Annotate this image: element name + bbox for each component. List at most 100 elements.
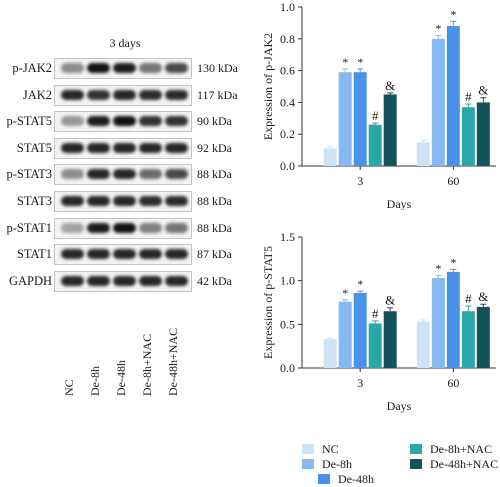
bar <box>431 278 445 368</box>
bar <box>383 311 397 368</box>
blot-band <box>113 142 136 153</box>
molecular-weight-label: 88 kDa <box>197 167 232 182</box>
blot-band <box>139 275 162 286</box>
y-tick-label: 0.0 <box>280 159 295 173</box>
bar <box>338 301 352 368</box>
blot-band <box>165 116 188 127</box>
blot-band <box>113 222 136 233</box>
x-axis-label: Days <box>387 399 412 413</box>
blot-title: 3 days <box>109 36 141 50</box>
x-tick-label: 3 <box>357 376 363 390</box>
blot-band <box>61 63 84 73</box>
legend-swatch <box>318 474 330 484</box>
legend-label: De-8h <box>322 457 352 471</box>
blot-band <box>139 169 162 180</box>
blot-band <box>113 196 136 206</box>
blot-band <box>165 89 188 100</box>
bar <box>446 271 460 368</box>
blot-strip <box>54 137 192 159</box>
y-tick-label: 1.5 <box>280 230 295 244</box>
blot-band <box>139 142 162 153</box>
significance-mark: * <box>435 261 441 275</box>
x-tick-label: 60 <box>447 376 459 390</box>
protein-label: GAPDH <box>8 273 52 288</box>
bar <box>461 311 475 368</box>
y-tick-label: 0.0 <box>280 361 295 375</box>
bar <box>416 321 430 368</box>
bar <box>476 306 490 368</box>
molecular-weight-label: 42 kDa <box>197 273 232 288</box>
protein-label: p-JAK2 <box>12 61 52 75</box>
y-tick-label: 0.5 <box>280 317 295 331</box>
significance-mark: # <box>465 291 472 306</box>
protein-label: p-STAT1 <box>6 220 52 235</box>
blot-strip <box>54 58 192 79</box>
bar <box>353 292 367 368</box>
protein-label: p-STAT5 <box>6 114 52 129</box>
y-tick-label: 0.6 <box>280 64 295 78</box>
blot-band <box>113 89 136 100</box>
protein-label: STAT5 <box>16 140 52 155</box>
bar <box>476 102 490 166</box>
significance-mark: * <box>450 7 456 21</box>
blot-band <box>87 222 110 233</box>
x-tick-label: 60 <box>447 174 459 188</box>
molecular-weight-label: 90 kDa <box>197 114 232 129</box>
blot-band <box>165 169 188 180</box>
significance-mark: & <box>385 78 395 93</box>
blot-strip <box>54 84 192 106</box>
legend-swatch <box>410 459 422 469</box>
legend-label: De-48h <box>338 472 374 486</box>
molecular-weight-label: 117 kDa <box>197 87 238 102</box>
chart-legend: NC De-8h De-48h De-8h+NAC De-48h+NAC <box>302 440 500 487</box>
blot-strip <box>54 217 192 239</box>
legend-label: De-48h+NAC <box>430 457 499 471</box>
blot-strip <box>54 111 192 133</box>
molecular-weight-label: 130 kDa <box>197 61 238 75</box>
bar <box>446 26 460 166</box>
significance-mark: * <box>435 22 441 36</box>
x-axis-label: Days <box>387 197 412 210</box>
bar <box>368 323 382 368</box>
bar <box>323 339 337 368</box>
blot-band <box>139 116 162 127</box>
molecular-weight-label: 92 kDa <box>197 140 232 155</box>
blot-band <box>113 249 136 260</box>
lane-label: De-48h+NAC <box>166 327 180 396</box>
significance-mark: & <box>385 293 395 308</box>
blot-band <box>87 249 110 260</box>
protein-label: STAT3 <box>16 194 52 208</box>
bar <box>431 38 445 166</box>
bar <box>461 107 475 166</box>
protein-label: STAT1 <box>16 247 52 262</box>
blot-strip <box>54 164 192 186</box>
blot-band <box>61 116 84 127</box>
lane-label: De-8h+NAC <box>140 333 154 396</box>
x-tick-label: 3 <box>357 174 363 188</box>
blot-band <box>61 249 84 260</box>
molecular-weight-label: 88 kDa <box>197 220 232 235</box>
lane-label: De-48h <box>114 360 128 396</box>
bar <box>323 148 337 166</box>
significance-mark: # <box>465 89 472 104</box>
blot-band <box>113 275 136 286</box>
blot-band <box>87 169 110 180</box>
bar <box>368 124 382 166</box>
blot-band <box>87 116 110 127</box>
blot-band <box>61 89 84 100</box>
molecular-weight-label: 87 kDa <box>197 247 232 262</box>
blot-band <box>139 63 162 73</box>
blot-band <box>165 275 188 286</box>
blot-band <box>61 196 84 206</box>
significance-mark: * <box>450 255 456 269</box>
significance-mark: # <box>372 108 379 123</box>
significance-mark: * <box>342 55 348 69</box>
blot-band <box>139 249 162 260</box>
blot-band <box>61 275 84 286</box>
y-tick-label: 1.0 <box>280 274 295 288</box>
blot-band <box>139 196 162 206</box>
bar <box>416 142 430 166</box>
blot-band <box>165 196 188 206</box>
blot-band <box>87 196 110 206</box>
